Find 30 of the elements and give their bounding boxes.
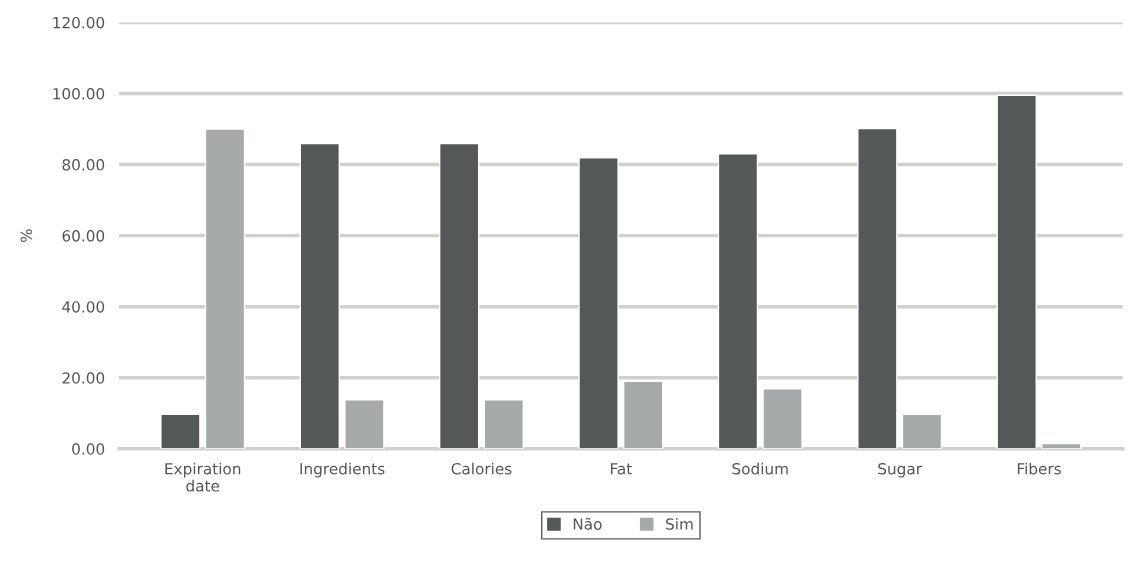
y-tick-label: 60.00 xyxy=(62,230,105,242)
x-tick-label: Calories xyxy=(451,462,512,475)
bar xyxy=(204,128,246,449)
bar xyxy=(857,127,898,449)
bar xyxy=(762,388,803,449)
x-tick-label: Fat xyxy=(610,463,632,475)
y-tick-label: 80.00 xyxy=(62,159,105,171)
legend-label: Sim xyxy=(666,517,693,530)
y-tick-label: 120.00 xyxy=(53,16,105,29)
y-tick-label: 20.00 xyxy=(62,372,105,384)
bar xyxy=(438,142,480,449)
y-axis-title: % xyxy=(20,229,33,243)
y-tick-label: 100.00 xyxy=(53,87,105,100)
bar xyxy=(160,413,201,449)
x-tick-label: Sugar xyxy=(878,462,922,478)
y-tick-label: 0.00 xyxy=(72,443,105,455)
x-tick-label: Fibers xyxy=(1017,462,1061,475)
bar xyxy=(996,94,1037,449)
y-tick-label: 40.00 xyxy=(62,301,105,313)
legend-label: Não xyxy=(573,517,602,530)
bar xyxy=(578,157,619,449)
bar xyxy=(344,399,385,449)
bar xyxy=(483,399,524,449)
x-tick-label: Expiration date xyxy=(165,462,241,492)
bar xyxy=(717,153,759,449)
x-tick-label: Ingredients xyxy=(300,462,385,478)
bar xyxy=(622,380,664,449)
bar xyxy=(299,142,340,449)
x-tick-label: Sodium xyxy=(732,462,788,475)
bar xyxy=(901,413,943,449)
